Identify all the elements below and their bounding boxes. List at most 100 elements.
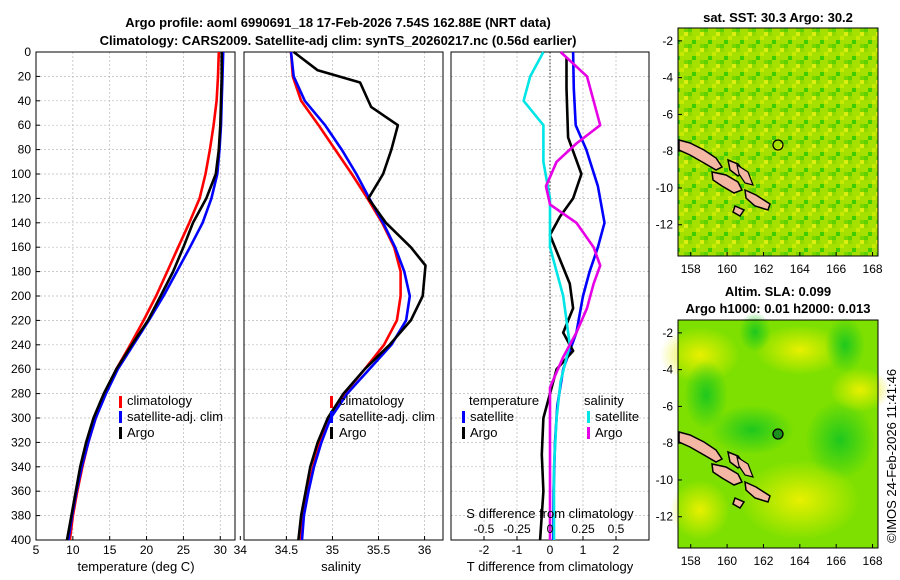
salinity-axis-ticks: 34 34.5 35 35.5 36 bbox=[234, 536, 432, 557]
map-lat-label: -8 bbox=[662, 144, 673, 158]
sst-land bbox=[678, 139, 771, 217]
sla-argo-marker bbox=[772, 428, 784, 440]
t-legend-label-argo: Argo bbox=[470, 425, 497, 440]
s-tick-label: 0.5 bbox=[608, 522, 625, 536]
t-legend-label-satellite: satellite bbox=[470, 409, 514, 424]
map-lon-label: 160 bbox=[717, 554, 737, 568]
sla-map-title-2: Argo h1000: 0.01 h2000: 0.013 bbox=[686, 301, 871, 316]
map-lon-label: 166 bbox=[826, 262, 846, 276]
series-line-s-satellite bbox=[522, 51, 572, 540]
s-tick-label: -0.5 bbox=[474, 522, 495, 536]
sal-legend-swatch-argo bbox=[330, 427, 333, 439]
credit-text: ©IMOS 24-Feb-2026 11:41:46 bbox=[884, 369, 899, 543]
y-tick-label: 100 bbox=[11, 167, 31, 181]
temperature-xlabel: temperature (deg C) bbox=[77, 559, 194, 574]
map-lon-label: 164 bbox=[790, 554, 810, 568]
legend-label-argo: Argo bbox=[127, 425, 154, 440]
land-island-4 bbox=[744, 188, 771, 211]
sla-blob bbox=[710, 405, 794, 455]
map-lat-label: -2 bbox=[662, 326, 673, 340]
salinity-xlabel: salinity bbox=[321, 559, 361, 574]
y-tick-label: 220 bbox=[11, 313, 31, 327]
map-lon-label: 166 bbox=[826, 554, 846, 568]
x-tick-label: 35 bbox=[326, 543, 340, 557]
sla-blob bbox=[670, 480, 730, 540]
s-tick-label: 0 bbox=[547, 522, 554, 536]
s-tick-label: -0.25 bbox=[503, 522, 531, 536]
s-difference-xlabel: S difference from climatology bbox=[466, 506, 634, 521]
legend-label-climatology: climatology bbox=[127, 393, 193, 408]
sal-legend-swatch-satellite bbox=[330, 411, 333, 423]
y-tick-label: 200 bbox=[11, 289, 31, 303]
salinity-legend: climatology satellite-adj. clim Argo bbox=[330, 393, 435, 440]
sal-legend-label-satellite: satellite-adj. clim bbox=[339, 409, 435, 424]
difference-series bbox=[522, 51, 606, 541]
map-lon-label: 158 bbox=[681, 554, 701, 568]
figure-title-line2: Climatology: CARS2009. Satellite-adj cli… bbox=[100, 33, 577, 48]
figure-title-line1: Argo profile: aoml 6990691_18 17-Feb-202… bbox=[125, 15, 551, 30]
series-line-t-argo bbox=[538, 58, 583, 541]
temperature-series bbox=[65, 51, 225, 541]
map-lat-label: -10 bbox=[656, 473, 674, 487]
x-tick-label: 10 bbox=[66, 543, 80, 557]
sst-map-ticks: 158 160 162 164 166 168 -2 -4 -6 -8 -10 -12 bbox=[656, 34, 883, 276]
legend-swatch-argo bbox=[119, 427, 122, 439]
land-island-6 bbox=[736, 455, 754, 478]
s-legend-swatch-argo bbox=[587, 427, 590, 439]
x-tick-label: 25 bbox=[177, 543, 191, 557]
s-tick-label: 0.25 bbox=[571, 522, 595, 536]
sla-blob bbox=[684, 360, 728, 430]
sla-blob bbox=[739, 312, 771, 352]
x-tick-label: 0 bbox=[547, 543, 554, 557]
y-tick-label: 300 bbox=[11, 411, 31, 425]
sla-blob bbox=[805, 400, 875, 480]
x-tick-label: 36 bbox=[418, 543, 432, 557]
series-line-satellite-adj.-clim bbox=[289, 51, 412, 541]
y-tick-label: 240 bbox=[11, 338, 31, 352]
y-tick-label: 60 bbox=[18, 118, 32, 132]
sst-map-box bbox=[677, 27, 879, 257]
salinity-panel: 34 34.5 35 35.5 36 salinity climatology sate… bbox=[234, 50, 444, 574]
land-island-1 bbox=[678, 431, 724, 463]
depth-axis-ticks: 0 20 40 60 80 100 120 140 160 180 200 220 240 260 280 3… bbox=[11, 45, 40, 547]
s-legend-swatch-satellite bbox=[587, 411, 590, 423]
map-lon-label: 158 bbox=[681, 262, 701, 276]
legend-title-temperature: temperature bbox=[469, 393, 539, 408]
x-tick-label: 15 bbox=[103, 543, 117, 557]
sla-map-ticks: 158 160 162 164 166 168 -2 -4 -6 -8 -10 -12 bbox=[656, 326, 883, 568]
y-tick-label: 260 bbox=[11, 362, 31, 376]
y-tick-label: 140 bbox=[11, 216, 31, 230]
legend-swatch-satellite bbox=[119, 411, 122, 423]
y-tick-label: 320 bbox=[11, 435, 31, 449]
x-tick-label: 35.5 bbox=[367, 543, 391, 557]
temperature-axis-ticks: 5 10 15 20 25 30 bbox=[33, 536, 227, 557]
temperature-legend: climatology satellite-adj. clim Argo bbox=[119, 393, 223, 440]
sla-map-box bbox=[677, 319, 879, 549]
y-tick-label: 400 bbox=[11, 533, 31, 547]
map-lon-label: 168 bbox=[863, 554, 883, 568]
difference-grid bbox=[451, 52, 649, 540]
y-tick-label: 20 bbox=[18, 69, 32, 83]
land-island-4 bbox=[744, 480, 771, 503]
x-tick-label: 2 bbox=[613, 543, 620, 557]
x-tick-label: 1 bbox=[580, 543, 587, 557]
sla-land bbox=[678, 431, 771, 509]
sla-blob bbox=[740, 460, 860, 540]
t-difference-xlabel: T difference from climatology bbox=[467, 559, 634, 574]
sal-legend-label-climatology: climatology bbox=[339, 393, 405, 408]
map-lat-label: -10 bbox=[656, 181, 674, 195]
land-island-6 bbox=[736, 163, 754, 186]
series-line-s-argo bbox=[544, 51, 602, 540]
y-tick-label: 120 bbox=[11, 191, 31, 205]
map-lat-label: -12 bbox=[656, 510, 674, 524]
sla-map: Altim. SLA: 0.099 Argo h1000: 0.01 h2000… bbox=[656, 284, 890, 568]
map-lon-label: 164 bbox=[790, 262, 810, 276]
salinity-axes-box bbox=[243, 51, 444, 541]
map-lat-label: -6 bbox=[662, 107, 673, 121]
map-lon-label: 160 bbox=[717, 262, 737, 276]
y-tick-label: 280 bbox=[11, 387, 31, 401]
map-lat-label: -12 bbox=[656, 218, 674, 232]
series-line-argo bbox=[65, 52, 223, 541]
y-tick-label: 340 bbox=[11, 460, 31, 474]
sal-legend-swatch-climatology bbox=[330, 396, 333, 408]
